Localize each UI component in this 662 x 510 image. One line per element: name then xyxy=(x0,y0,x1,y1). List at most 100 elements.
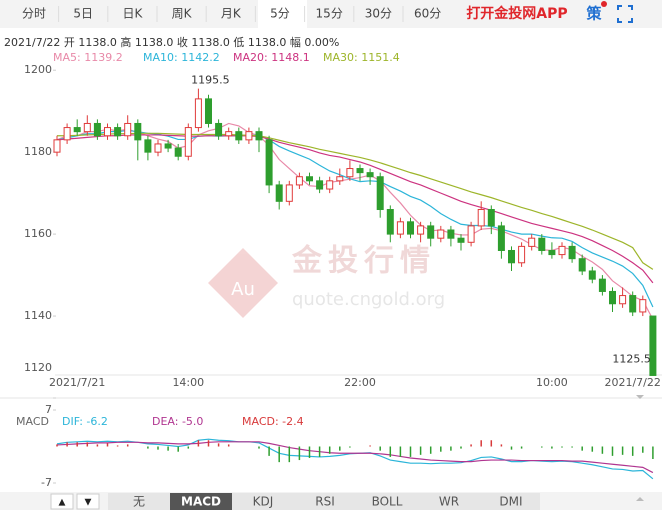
candle-body xyxy=(457,237,465,243)
candle-body xyxy=(588,270,596,280)
badge-dot xyxy=(601,1,607,7)
indicator-tab[interactable]: DMI xyxy=(499,495,522,509)
candle-body xyxy=(427,225,435,239)
x-tick-label: 22:00 xyxy=(344,376,376,389)
x-tick-label: 2021/7/22 xyxy=(604,376,660,389)
indicator-tab[interactable]: MACD xyxy=(181,495,221,509)
nav-button[interactable] xyxy=(76,493,100,510)
candle-body xyxy=(73,127,81,133)
period-tab[interactable]: 30分 xyxy=(365,7,392,21)
legend-entry: MA5: 1139.2 xyxy=(53,51,123,64)
legend-entry: MA20: 1148.1 xyxy=(233,51,310,64)
candle-body xyxy=(407,221,414,235)
legend-entry: MACD: -2.4 xyxy=(242,415,304,428)
period-tab[interactable]: 月K xyxy=(221,7,242,21)
ma-line xyxy=(56,134,654,284)
nav-button[interactable] xyxy=(50,493,74,510)
nav-arrow[interactable]: ▲ xyxy=(59,498,66,508)
y-tick-label: 1200 xyxy=(24,63,52,76)
period-tab[interactable]: 5分 xyxy=(270,7,290,21)
candle-body xyxy=(194,98,202,129)
candle-body xyxy=(164,143,172,149)
candle-body xyxy=(114,127,122,137)
candle-body xyxy=(275,184,283,202)
active-tab-bg xyxy=(258,0,307,28)
ma-line xyxy=(57,132,654,270)
candle-body xyxy=(285,184,293,202)
candle-body xyxy=(396,221,404,235)
legend-entry: DEA: -5.0 xyxy=(152,415,203,428)
candle-body xyxy=(134,122,142,141)
period-tab[interactable]: 周K xyxy=(172,7,193,21)
candle-body xyxy=(124,122,132,137)
candle-body xyxy=(598,278,606,292)
candle-body xyxy=(336,176,344,182)
candle-body xyxy=(316,180,324,190)
nav-arrow[interactable]: ▼ xyxy=(85,498,92,508)
fullscreen-icon[interactable] xyxy=(617,5,633,23)
candle-body xyxy=(629,295,637,313)
indicator-tab[interactable]: KDJ xyxy=(253,495,274,509)
info-line: 2021/7/22 开 1138.0 高 1138.0 收 1138.0 低 1… xyxy=(4,35,339,49)
indicator-tab[interactable]: 无 xyxy=(133,495,145,509)
candle-body xyxy=(154,143,162,153)
y-tick-label: 1180 xyxy=(24,145,52,158)
candle-body xyxy=(63,127,71,141)
candle-body xyxy=(487,209,495,227)
active-indicator-bg xyxy=(170,493,232,510)
watermark-brand: 金投行情 xyxy=(291,244,436,279)
candle-body xyxy=(326,180,334,190)
indicator-line xyxy=(56,441,654,474)
legend-entry: DIF: -6.2 xyxy=(62,415,108,428)
candle-body xyxy=(245,131,253,141)
y-tick-label: 1140 xyxy=(24,309,52,322)
y-tick-label: 1120 xyxy=(24,361,52,374)
strategy-button[interactable]: 策 xyxy=(585,5,602,23)
candle-body xyxy=(467,225,475,243)
min-label: 1125.5 xyxy=(612,352,651,365)
indicator-tab[interactable]: WR xyxy=(439,495,459,509)
x-tick-label: 14:00 xyxy=(172,376,204,389)
indicator-title: MACD xyxy=(16,415,49,428)
candle-body xyxy=(104,127,111,137)
candle-body xyxy=(255,131,263,141)
candle-body xyxy=(215,122,223,137)
y-tick-label: 7 xyxy=(45,403,52,416)
candle-body xyxy=(225,131,233,137)
candle-body xyxy=(528,237,536,247)
candle-body xyxy=(477,209,485,227)
candle-body xyxy=(205,98,212,124)
candle-body xyxy=(568,245,576,260)
candle-body xyxy=(518,245,526,264)
app-link[interactable]: 打开金投网APP xyxy=(466,5,567,22)
ma-line xyxy=(56,129,654,308)
indicator-line xyxy=(56,438,654,480)
candle-body xyxy=(609,290,616,305)
period-tab[interactable]: 分时 xyxy=(22,7,46,21)
top-bar xyxy=(0,0,662,28)
watermark-url: quote.cngold.org xyxy=(292,289,445,310)
candle-body xyxy=(558,245,566,256)
candle-body xyxy=(366,172,374,178)
candle-body xyxy=(265,139,273,186)
candle-body xyxy=(174,147,182,157)
candle-body xyxy=(93,122,101,137)
watermark: Au 金投行情 quote.cngold.org xyxy=(208,244,445,318)
candle-body xyxy=(619,295,627,305)
candle-body xyxy=(497,225,505,251)
max-label: 1195.5 xyxy=(191,74,230,87)
period-tab[interactable]: 日K xyxy=(122,7,143,21)
watermark-logo: Au xyxy=(231,279,255,300)
x-tick-label: 10:00 xyxy=(536,376,568,389)
indicator-tab[interactable]: BOLL xyxy=(372,495,403,509)
candle-body xyxy=(184,127,192,157)
candle-body xyxy=(548,249,556,256)
period-tab[interactable]: 15分 xyxy=(316,7,343,21)
indicator-tab[interactable]: RSI xyxy=(315,495,335,509)
period-tab[interactable]: 60分 xyxy=(414,7,441,21)
candle-body xyxy=(83,122,91,133)
period-tab[interactable]: 5日 xyxy=(73,7,93,21)
candle-body xyxy=(376,176,384,211)
candle-body xyxy=(386,209,394,235)
